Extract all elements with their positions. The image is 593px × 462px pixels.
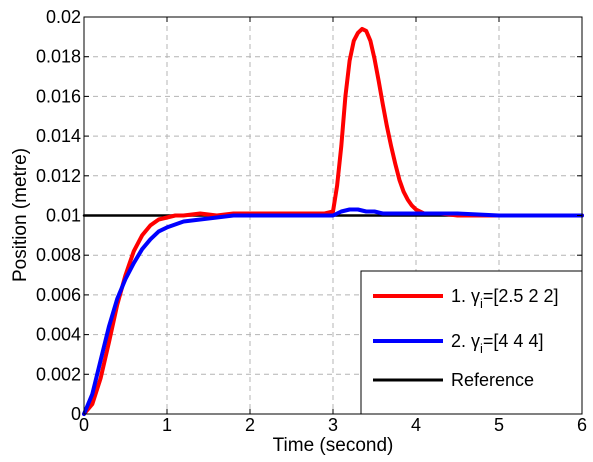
y-tick-label: 0.006 <box>36 285 81 305</box>
y-tick-label: 0 <box>71 404 81 424</box>
axis-ticks: 0 1 2 3 4 5 6 0 0.002 0.004 0.006 0.008 0.01 0.012 0.0… <box>36 7 587 435</box>
legend-label-series-2-sub: i <box>480 341 483 356</box>
legend-label-series-1-symbol: γ <box>471 286 480 306</box>
y-tick-label: 0.002 <box>36 364 81 384</box>
x-tick-label: 0 <box>79 415 89 435</box>
x-tick-label: 1 <box>162 415 172 435</box>
y-axis-title: Position (metre) <box>10 148 31 282</box>
legend-label-reference: Reference <box>451 370 534 390</box>
legend: 1. γi=[2.5 2 2] 2. γi=[4 4 4] Reference <box>360 270 583 415</box>
legend-label-series-1-prefix: 1. <box>451 286 471 306</box>
legend-label-series-1-suffix: =[2.5 2 2] <box>483 286 559 306</box>
y-tick-label: 0.02 <box>46 7 81 27</box>
y-tick-label: 0.018 <box>36 47 81 67</box>
legend-label-series-2: 2. γi=[4 4 4] <box>451 331 543 356</box>
series-1-line <box>82 26 584 416</box>
x-tick-label: 5 <box>494 415 504 435</box>
y-tick-label: 0.016 <box>36 86 81 106</box>
y-tick-label: 0.008 <box>36 245 81 265</box>
legend-label-series-2-suffix: =[4 4 4] <box>483 331 544 351</box>
legend-label-series-2-prefix: 2. <box>451 331 471 351</box>
y-tick-label: 0.004 <box>36 325 81 345</box>
x-tick-label: 6 <box>577 415 587 435</box>
x-tick-label: 3 <box>328 415 338 435</box>
series-2-line <box>82 207 584 416</box>
legend-label-series-1-sub: i <box>480 296 483 311</box>
y-tick-label: 0.012 <box>36 166 81 186</box>
y-tick-label: 0.014 <box>36 126 81 146</box>
x-axis-title: Time (second) <box>273 435 394 456</box>
x-tick-label: 4 <box>411 415 421 435</box>
legend-label-series-1: 1. γi=[2.5 2 2] <box>451 286 558 311</box>
legend-label-series-2-symbol: γ <box>471 331 480 351</box>
x-tick-label: 2 <box>245 415 255 435</box>
series-layer <box>82 26 584 416</box>
y-tick-label: 0.01 <box>46 206 81 226</box>
